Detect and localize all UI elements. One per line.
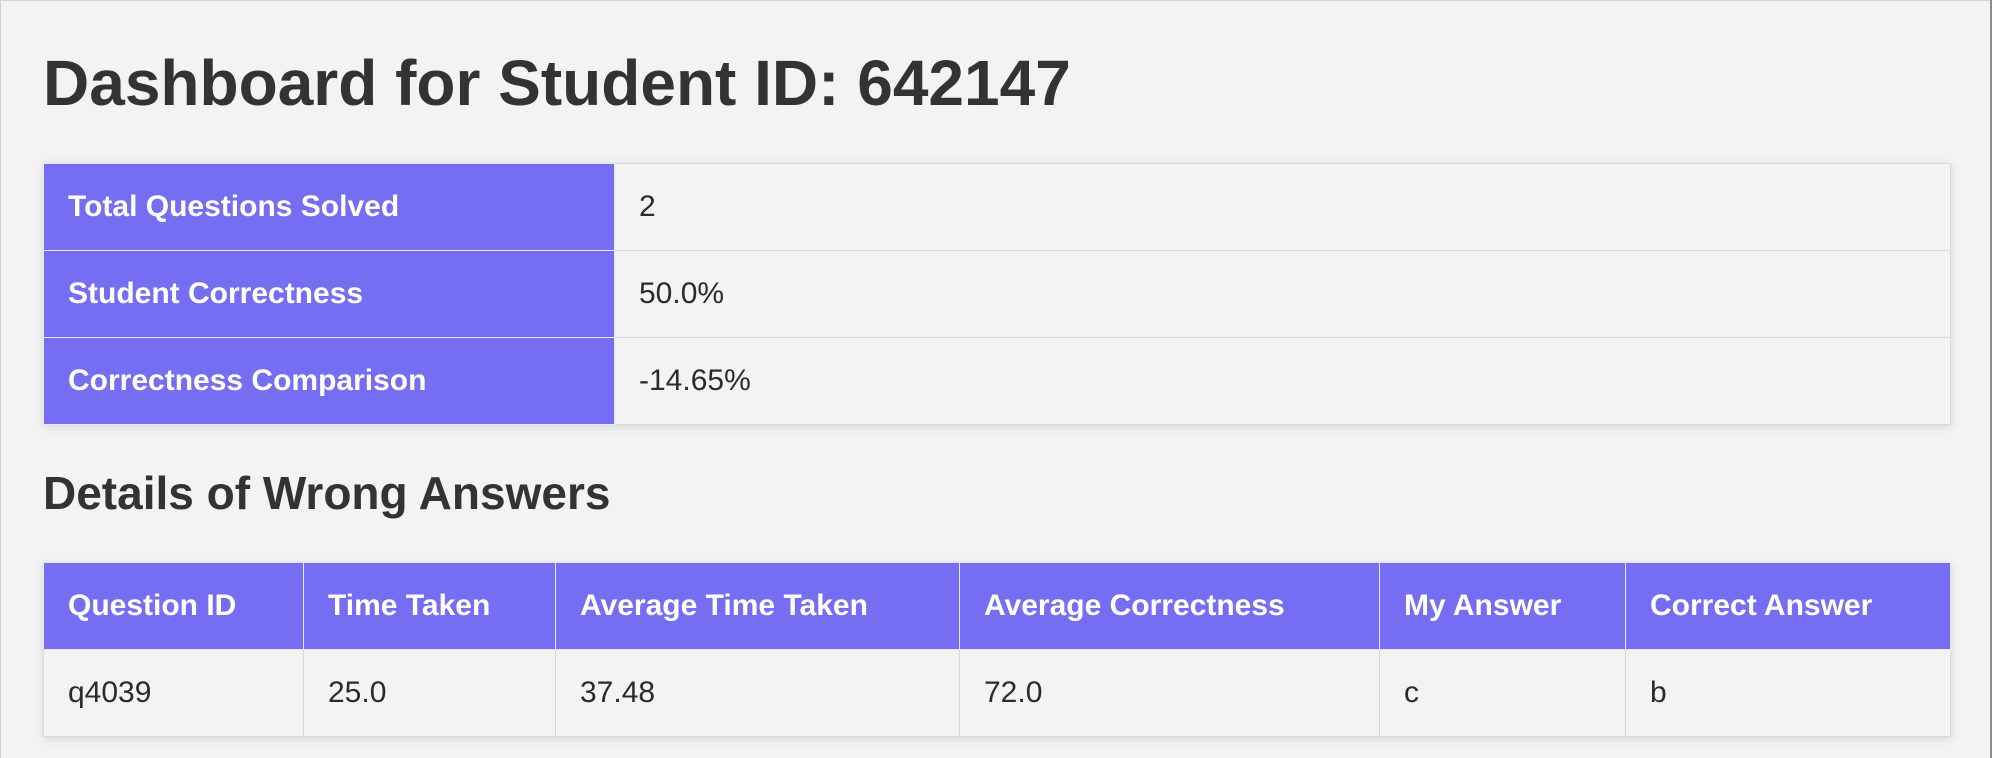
column-header-time-taken: Time Taken [303, 562, 556, 650]
cell-average-correctness: 72.0 [959, 649, 1380, 737]
summary-value-student-correctness: 50.0% [614, 250, 1951, 338]
summary-label-total-questions: Total Questions Solved [43, 163, 615, 251]
table-header-row: Question ID Time Taken Average Time Take… [43, 562, 1951, 650]
summary-value-correctness-comparison: -14.65% [614, 337, 1951, 425]
cell-question-id: q4039 [43, 649, 304, 737]
cell-my-answer: c [1379, 649, 1626, 737]
column-header-average-time-taken: Average Time Taken [555, 562, 960, 650]
table-row: q4039 25.0 37.48 72.0 c b [43, 649, 1951, 737]
column-header-correct-answer: Correct Answer [1625, 562, 1951, 650]
summary-row-student-correctness: Student Correctness 50.0% [43, 250, 1951, 338]
column-header-average-correctness: Average Correctness [959, 562, 1380, 650]
column-header-my-answer: My Answer [1379, 562, 1626, 650]
wrong-answers-table: Question ID Time Taken Average Time Take… [43, 562, 1951, 737]
cell-average-time-taken: 37.48 [555, 649, 960, 737]
cell-time-taken: 25.0 [303, 649, 556, 737]
summary-label-student-correctness: Student Correctness [43, 250, 615, 338]
summary-row-correctness-comparison: Correctness Comparison -14.65% [43, 337, 1951, 425]
page-title: Dashboard for Student ID: 642147 [43, 47, 1071, 119]
summary-value-total-questions: 2 [614, 163, 1951, 251]
details-heading: Details of Wrong Answers [43, 467, 611, 519]
window-edge [1990, 0, 1992, 758]
summary-table: Total Questions Solved 2 Student Correct… [43, 163, 1951, 425]
summary-row-total-questions: Total Questions Solved 2 [43, 163, 1951, 251]
summary-label-correctness-comparison: Correctness Comparison [43, 337, 615, 425]
column-header-question-id: Question ID [43, 562, 304, 650]
cell-correct-answer: b [1625, 649, 1951, 737]
